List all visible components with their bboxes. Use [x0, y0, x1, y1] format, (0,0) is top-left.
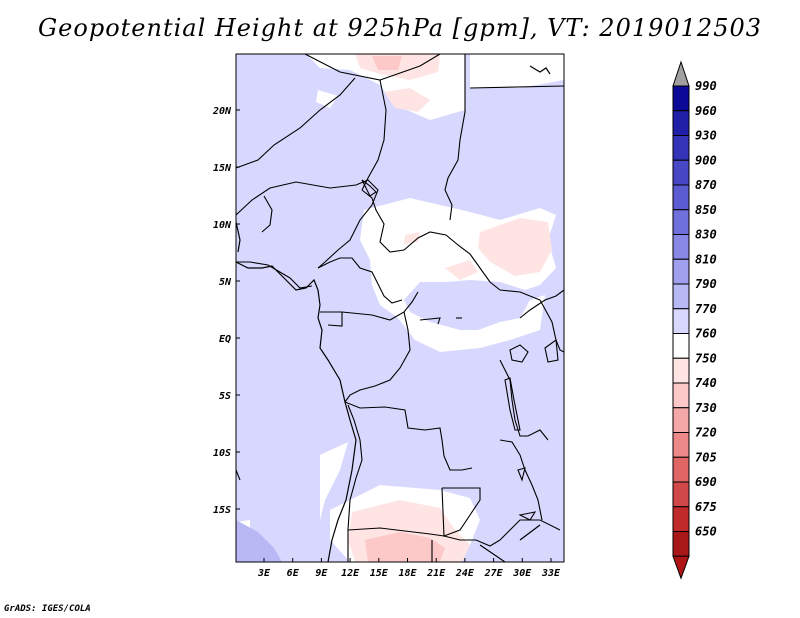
colorbar-label: 690 [695, 475, 717, 489]
lon-tick-label: 18E [398, 568, 417, 579]
colorbar-swatch [672, 432, 690, 458]
colorbar-label: 760 [695, 327, 717, 341]
height-field-deeper-blue [236, 520, 282, 562]
colorbar-label: 990 [695, 79, 717, 93]
lon-tick-label: 24E [455, 568, 475, 579]
lon-tick-label: 12E [341, 568, 360, 579]
lon-tick-label: 6E [287, 568, 300, 579]
colorbar-swatch [672, 209, 690, 235]
longitude-axis: 3E 6E 9E 12E 15E 18E 21E 24E 27E 30E 33E [257, 558, 561, 579]
map-title: Geopotential Height at 925hPa [gpm], VT:… [38, 14, 762, 42]
colorbar-top-arrow [672, 60, 690, 87]
colorbar-swatch [672, 283, 690, 310]
colorbar-label: 790 [695, 277, 717, 291]
lon-tick-label: 15E [370, 568, 389, 579]
colorbar-swatch [672, 85, 690, 112]
lat-tick-label: 10N [213, 220, 232, 231]
colorbar-swatch [672, 308, 690, 334]
lat-tick-label: EQ [219, 334, 231, 345]
height-field-darker-pink [365, 56, 445, 562]
colorbar-swatch [672, 159, 690, 186]
colorbar-label: 870 [695, 178, 717, 192]
colorbar-swatch [672, 135, 690, 161]
colorbar-swatch [672, 234, 690, 260]
colorbar-swatch [672, 258, 690, 285]
lakes [361, 179, 559, 521]
colorbar-label: 730 [695, 401, 717, 415]
lon-tick-label: 30E [512, 568, 532, 579]
colorbar-swatch [672, 481, 690, 508]
colorbar-label: 850 [695, 203, 717, 217]
colorbar-swatch [672, 531, 690, 557]
latitude-axis: 20N 15N 10N 5N EQ 5S 10S 15S [212, 106, 240, 516]
coastline [235, 65, 551, 563]
colorbar-label: 675 [695, 500, 717, 514]
grads-credit: GrADS: IGES/COLA [4, 604, 91, 614]
colorbar-label: 770 [695, 302, 717, 316]
colorbar-swatch [672, 333, 690, 359]
colorbar-label: 650 [695, 525, 717, 539]
colorbar-swatch [672, 506, 690, 532]
colorbar-label: 740 [695, 376, 717, 390]
colorbar-label: 810 [695, 252, 717, 266]
colorbar-label: 750 [695, 351, 717, 365]
colorbar: 990 960 930 900 870 850 830 810 790 770 760 750 740 7… [672, 60, 717, 580]
lat-tick-label: 15N [213, 163, 232, 174]
colorbar-swatch [672, 382, 690, 409]
colorbar-swatch [672, 357, 690, 384]
colorbar-swatch [672, 456, 690, 483]
lat-tick-label: 5N [219, 277, 232, 288]
lon-tick-label: 27E [484, 568, 504, 579]
map-panel [235, 53, 565, 563]
lat-tick-label: 15S [213, 505, 231, 516]
colorbar-swatch [672, 407, 690, 433]
colorbar-label: 720 [695, 426, 717, 440]
lon-tick-label: 33E [541, 568, 561, 579]
lat-tick-label: 20N [212, 106, 232, 117]
colorbar-label: 705 [695, 450, 717, 464]
lon-tick-label: 9E [315, 568, 328, 579]
lon-tick-label: 21E [426, 568, 446, 579]
country-boundaries [235, 53, 565, 563]
lat-tick-label: 5S [219, 391, 231, 402]
colorbar-swatch [672, 184, 690, 211]
colorbar-bottom-arrow [672, 555, 690, 580]
colorbar-label: 830 [695, 228, 717, 242]
colorbar-label: 900 [695, 153, 717, 167]
colorbar-swatch [672, 110, 690, 136]
colorbar-label: 960 [695, 104, 717, 118]
lat-tick-label: 10S [213, 448, 231, 459]
map-frame [235, 53, 565, 563]
lon-tick-label: 3E [257, 568, 271, 579]
colorbar-label: 930 [695, 129, 717, 143]
